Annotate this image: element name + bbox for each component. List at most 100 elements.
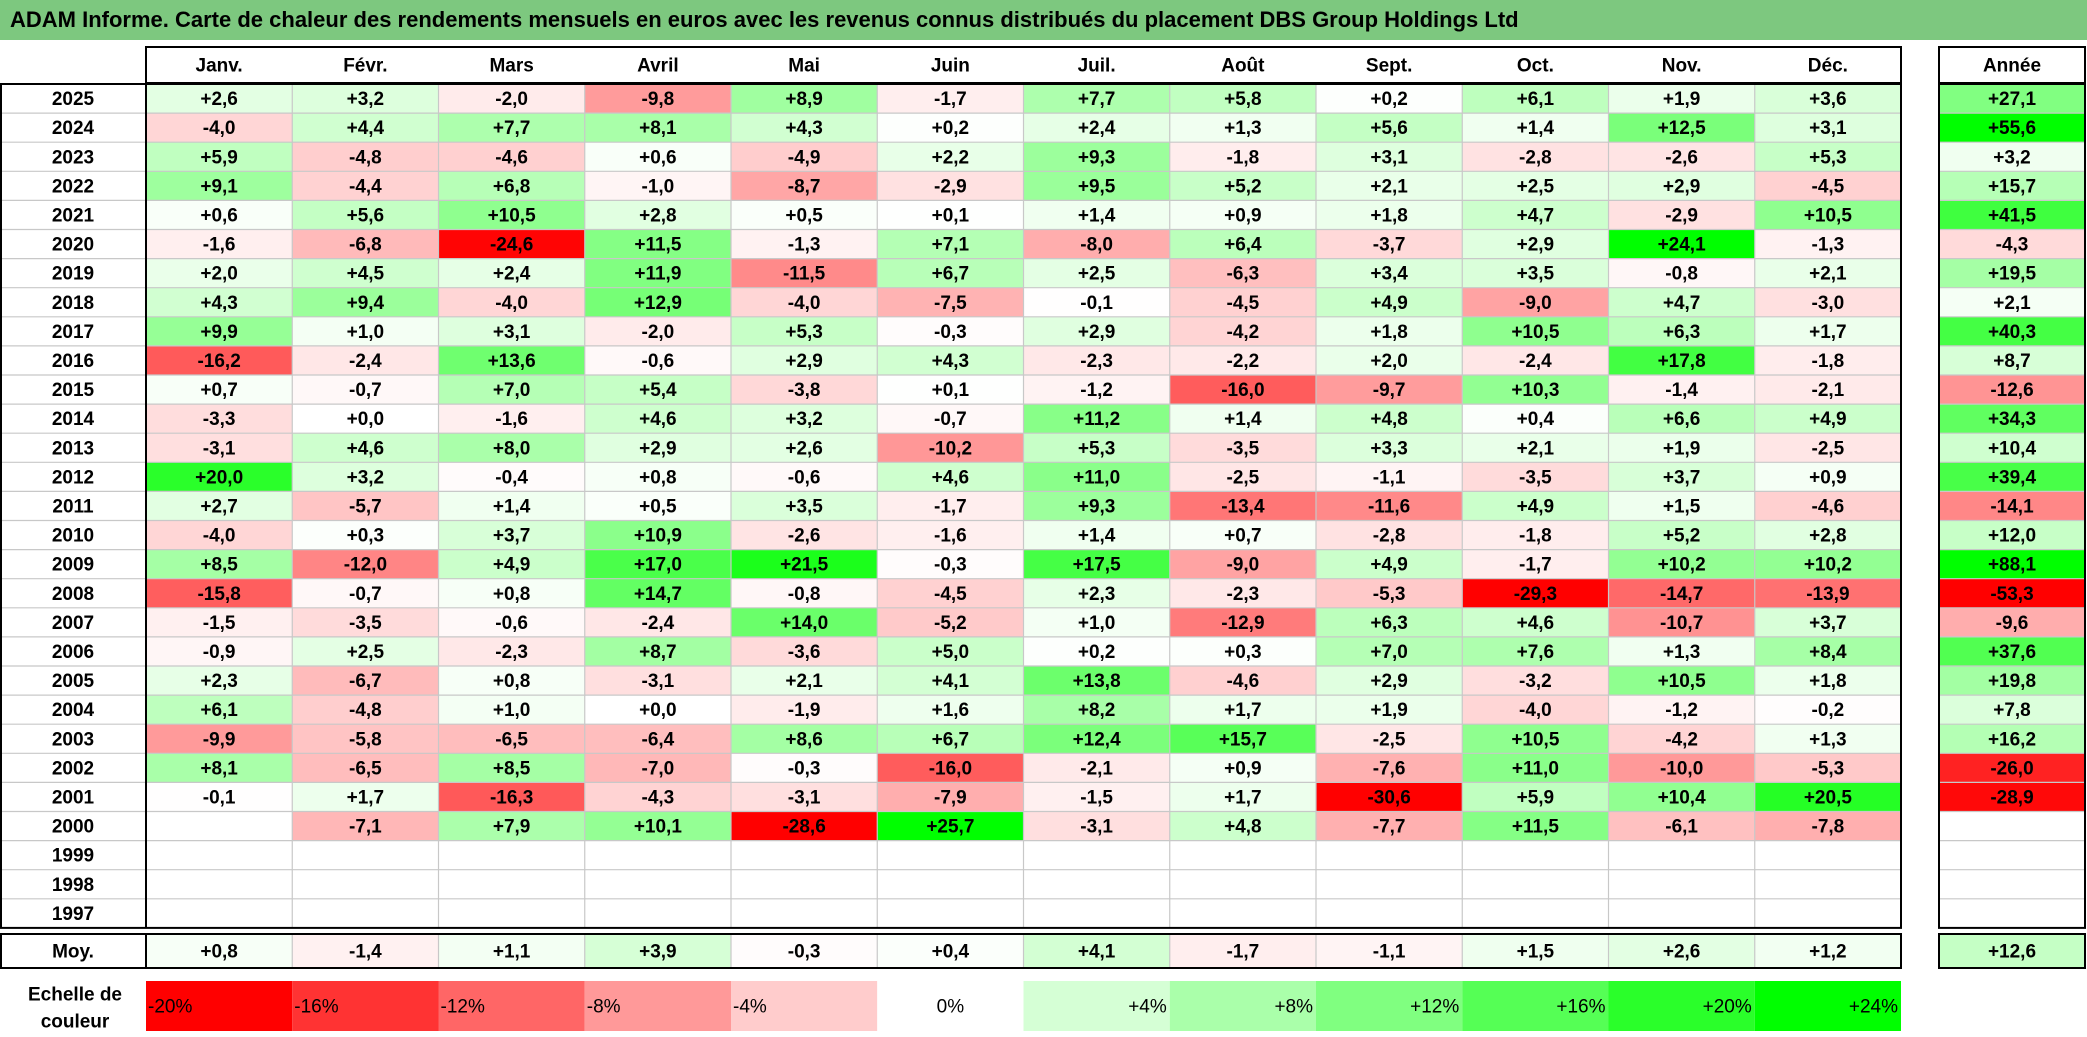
heatmap-cell bbox=[292, 636, 439, 666]
cell-value: +2,2 bbox=[932, 147, 970, 168]
heatmap-cell bbox=[1316, 549, 1463, 579]
heatmap-cell bbox=[1169, 491, 1316, 521]
cell-value: -29,3 bbox=[1514, 584, 1557, 605]
annual-value: -26,0 bbox=[1990, 758, 2033, 779]
heatmap-cell bbox=[1754, 316, 1901, 346]
heatmap-cell bbox=[1023, 520, 1170, 550]
heatmap-cell bbox=[877, 840, 1024, 870]
heatmap-cell bbox=[1023, 840, 1170, 870]
annual-value: +41,5 bbox=[1988, 205, 2037, 226]
heatmap-cell bbox=[1169, 462, 1316, 492]
heatmap-cell bbox=[877, 549, 1024, 579]
average-cell bbox=[1169, 934, 1316, 968]
cell-value: +8,1 bbox=[639, 118, 677, 139]
cell-value: +3,2 bbox=[347, 467, 385, 488]
average-value: +2,6 bbox=[1663, 942, 1701, 963]
heatmap-cell bbox=[1754, 840, 1901, 870]
cell-value: -0,9 bbox=[203, 642, 236, 663]
heatmap-cell bbox=[292, 84, 439, 114]
heatmap-cell bbox=[292, 782, 439, 812]
year-label: 2024 bbox=[52, 118, 95, 139]
cell-value: +8,6 bbox=[785, 729, 823, 750]
cell-value: -0,7 bbox=[349, 584, 382, 605]
cell-value: -10,0 bbox=[1660, 758, 1703, 779]
cell-value: +0,3 bbox=[1224, 642, 1262, 663]
heatmap-cell bbox=[292, 287, 439, 317]
year-label: 2015 bbox=[52, 380, 95, 401]
cell-value: -5,7 bbox=[349, 496, 382, 517]
heatmap-cell bbox=[877, 491, 1024, 521]
heatmap-cell bbox=[438, 287, 585, 317]
heatmap-cell bbox=[1023, 753, 1170, 783]
cell-value: +2,3 bbox=[1078, 584, 1116, 605]
heatmap-cell bbox=[438, 200, 585, 230]
cell-value: +2,3 bbox=[200, 671, 238, 692]
cell-value: +8,9 bbox=[785, 89, 823, 110]
heatmap-cell bbox=[584, 811, 731, 841]
heatmap-cell bbox=[584, 113, 731, 143]
heatmap-cell bbox=[1316, 433, 1463, 463]
heatmap-cell bbox=[1462, 462, 1609, 492]
cell-value: +4,5 bbox=[347, 264, 385, 285]
heatmap-cell bbox=[1754, 491, 1901, 521]
cell-value: +2,4 bbox=[493, 264, 531, 285]
heatmap-cell bbox=[1169, 811, 1316, 841]
cell-value: +1,3 bbox=[1224, 118, 1262, 139]
heatmap-cell bbox=[1023, 782, 1170, 812]
heatmap-cell bbox=[877, 113, 1024, 143]
heatmap-cell bbox=[584, 462, 731, 492]
scale-value: -12% bbox=[441, 997, 485, 1018]
cell-value: +3,2 bbox=[785, 409, 823, 430]
cell-value: +4,9 bbox=[1809, 409, 1847, 430]
scale-swatch bbox=[877, 981, 1024, 1031]
cell-value: +4,4 bbox=[347, 118, 385, 139]
heatmap-cell bbox=[292, 666, 439, 696]
heatmap-cell bbox=[1608, 898, 1755, 928]
year-label: 2011 bbox=[52, 496, 94, 517]
cell-value: -2,3 bbox=[495, 642, 528, 663]
annual-value: +15,7 bbox=[1988, 176, 2036, 197]
cell-value: -1,8 bbox=[1519, 526, 1552, 547]
annual-value: -14,1 bbox=[1990, 496, 2034, 517]
heatmap-cell bbox=[877, 724, 1024, 754]
cell-value: +2,7 bbox=[200, 496, 238, 517]
cell-value: -16,0 bbox=[1221, 380, 1264, 401]
cell-value: -1,7 bbox=[934, 89, 967, 110]
cell-value: -4,0 bbox=[203, 526, 236, 547]
heatmap-cell bbox=[1023, 287, 1170, 317]
cell-value: +1,3 bbox=[1663, 642, 1701, 663]
year-label: 1999 bbox=[52, 846, 94, 867]
heatmap-cell bbox=[1169, 345, 1316, 375]
annual-cell bbox=[1939, 520, 2085, 550]
cell-value: -11,6 bbox=[1368, 496, 1410, 517]
annual-cell bbox=[1939, 258, 2085, 288]
annual-cell bbox=[1939, 695, 2085, 725]
scale-swatch bbox=[1169, 981, 1316, 1031]
heatmap-cell bbox=[438, 433, 585, 463]
heatmap-cell bbox=[1023, 636, 1170, 666]
average-cell bbox=[731, 934, 878, 968]
heatmap-cell bbox=[146, 316, 293, 346]
cell-value: -0,6 bbox=[788, 467, 821, 488]
heatmap-cell bbox=[146, 666, 293, 696]
heatmap-cell bbox=[146, 636, 293, 666]
heatmap-cell bbox=[438, 520, 585, 550]
heatmap-cell bbox=[1023, 869, 1170, 899]
annual-cell bbox=[1939, 200, 2085, 230]
heatmap-cell bbox=[438, 316, 585, 346]
average-cell bbox=[438, 934, 585, 968]
heatmap-cell bbox=[438, 258, 585, 288]
annual-cell bbox=[1939, 753, 2085, 783]
annual-cell bbox=[1939, 229, 2085, 259]
heatmap-cell bbox=[1316, 375, 1463, 405]
heatmap-cell bbox=[584, 869, 731, 899]
cell-value: -10,2 bbox=[929, 438, 972, 459]
heatmap-cell bbox=[584, 753, 731, 783]
cell-value: +7,1 bbox=[932, 235, 970, 256]
heatmap-cell bbox=[1462, 258, 1609, 288]
heatmap-cell bbox=[438, 695, 585, 725]
cell-value: -3,6 bbox=[788, 642, 821, 663]
heatmap-cell bbox=[1462, 316, 1609, 346]
cell-value: +1,8 bbox=[1809, 671, 1847, 692]
cell-value: -6,7 bbox=[349, 671, 382, 692]
